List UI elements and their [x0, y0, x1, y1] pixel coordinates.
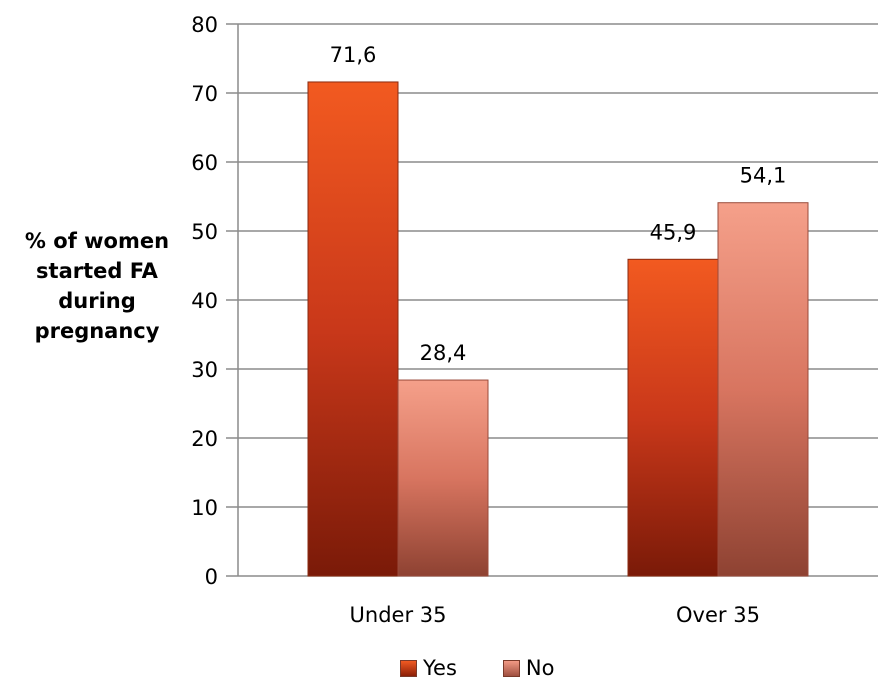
- y-tick-label: 70: [191, 82, 218, 106]
- legend-swatch-yes: [400, 659, 417, 677]
- data-label: 54,1: [740, 164, 787, 188]
- y-tick-label: 20: [191, 427, 218, 451]
- legend-item-yes: Yes: [400, 656, 457, 680]
- bar: [397, 379, 489, 577]
- bar: [627, 258, 719, 577]
- y-tick-label: 60: [191, 151, 218, 175]
- x-tick-label: Under 35: [350, 603, 447, 627]
- legend-swatch-no: [502, 659, 520, 677]
- y-axis-title-line: during: [58, 289, 136, 313]
- data-label: 28,4: [420, 341, 467, 365]
- y-axis-title-line: pregnancy: [34, 319, 160, 343]
- y-tick-label: 0: [205, 565, 218, 589]
- legend: Yes No: [400, 656, 600, 680]
- x-tick-label: Over 35: [676, 603, 760, 627]
- legend-label-no: No: [525, 656, 555, 680]
- legend-label-yes: Yes: [423, 656, 457, 680]
- y-tick-label: 50: [191, 220, 218, 244]
- y-tick-label: 80: [191, 13, 218, 37]
- y-tick-label: 10: [191, 496, 218, 520]
- data-label: 45,9: [650, 220, 697, 244]
- data-label: 71,6: [330, 43, 377, 67]
- y-tick-label: 30: [191, 358, 218, 382]
- bar: [717, 202, 809, 577]
- y-axis-title-line: % of women: [24, 229, 170, 253]
- y-axis-title-line: started FA: [36, 259, 158, 283]
- y-axis-title: % of women started FA during pregnancy: [8, 226, 186, 346]
- y-tick-label: 40: [191, 289, 218, 313]
- legend-item-no: No: [502, 656, 555, 680]
- bar: [307, 81, 399, 577]
